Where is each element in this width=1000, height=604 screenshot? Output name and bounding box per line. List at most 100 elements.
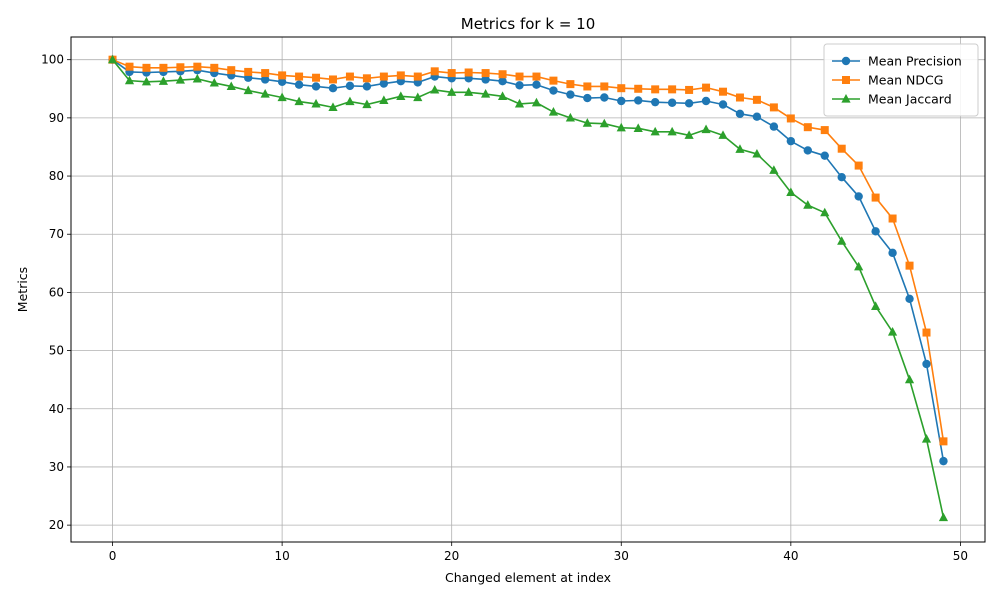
x-axis-title: Changed element at index xyxy=(445,570,611,585)
data-point-mean-jaccard xyxy=(277,92,287,102)
data-point-mean-ndcg xyxy=(566,80,575,89)
data-point-mean-jaccard xyxy=(531,97,542,107)
data-point-mean-jaccard xyxy=(820,207,830,217)
data-point-mean-jaccard xyxy=(887,326,898,336)
data-point-mean-ndcg xyxy=(430,67,439,76)
data-point-mean-ndcg xyxy=(312,73,321,82)
data-point-mean-precision xyxy=(803,146,812,155)
data-point-mean-precision xyxy=(311,82,321,91)
data-point-mean-jaccard xyxy=(209,77,219,87)
data-point-mean-jaccard xyxy=(294,96,304,106)
data-point-mean-ndcg xyxy=(702,83,711,92)
data-point-mean-ndcg xyxy=(210,63,219,72)
data-point-mean-precision xyxy=(260,75,270,84)
data-point-mean-ndcg xyxy=(888,214,897,223)
legend-label-mean-precision: Mean Precision xyxy=(868,54,962,69)
y-tick-label: 90 xyxy=(49,111,64,125)
data-point-mean-jaccard xyxy=(633,123,643,132)
data-point-mean-jaccard xyxy=(599,118,609,128)
data-point-mean-ndcg xyxy=(328,75,337,84)
data-point-mean-ndcg xyxy=(803,123,812,132)
data-point-mean-precision xyxy=(820,151,829,160)
data-point-mean-jaccard xyxy=(548,107,559,116)
data-point-mean-precision xyxy=(328,83,338,93)
y-tick-label: 40 xyxy=(49,402,64,416)
plot-frame xyxy=(70,36,986,543)
data-point-mean-jaccard xyxy=(667,126,677,136)
data-point-mean-ndcg xyxy=(820,126,829,135)
data-point-mean-precision xyxy=(939,456,948,466)
data-point-mean-ndcg xyxy=(769,103,778,112)
data-point-mean-ndcg xyxy=(227,66,236,75)
data-point-mean-jaccard xyxy=(565,112,575,122)
legend-marker-mean-precision xyxy=(841,56,851,66)
data-point-mean-jaccard xyxy=(904,374,915,384)
data-point-mean-jaccard xyxy=(430,84,440,94)
data-point-mean-ndcg xyxy=(651,85,660,94)
data-point-mean-ndcg xyxy=(634,84,643,93)
data-point-mean-jaccard xyxy=(718,130,728,139)
x-tick-label: 0 xyxy=(109,549,117,563)
y-axis-title: Metrics xyxy=(15,267,30,312)
y-tick-label: 70 xyxy=(49,227,64,241)
data-point-mean-precision xyxy=(718,100,728,109)
data-point-mean-ndcg xyxy=(583,82,592,91)
legend-box xyxy=(823,43,979,117)
data-point-mean-jaccard xyxy=(786,187,796,196)
data-point-mean-jaccard xyxy=(803,200,813,209)
data-point-mean-ndcg xyxy=(719,87,728,96)
data-point-mean-ndcg xyxy=(498,70,507,79)
data-point-mean-ndcg xyxy=(159,63,168,72)
data-point-mean-jaccard xyxy=(413,92,423,102)
data-point-mean-ndcg xyxy=(244,67,253,76)
data-point-mean-jaccard xyxy=(141,76,152,86)
data-point-mean-jaccard xyxy=(345,96,355,106)
data-point-mean-ndcg xyxy=(939,437,948,446)
data-point-mean-jaccard xyxy=(124,75,135,85)
legend-label-mean-jaccard: Mean Jaccard xyxy=(868,92,952,107)
y-tick-label: 30 xyxy=(49,460,64,474)
data-point-mean-ndcg xyxy=(837,144,846,153)
y-tick-label: 50 xyxy=(49,344,64,358)
data-point-mean-jaccard xyxy=(311,98,321,108)
x-tick-label: 50 xyxy=(953,549,968,563)
data-point-mean-precision xyxy=(498,77,507,86)
data-point-mean-ndcg xyxy=(345,72,354,81)
data-point-mean-precision xyxy=(786,136,796,146)
data-point-mean-jaccard xyxy=(158,76,169,85)
data-point-mean-ndcg xyxy=(396,71,405,80)
data-point-mean-jaccard xyxy=(464,87,474,96)
data-point-mean-ndcg xyxy=(532,72,541,81)
data-point-mean-jaccard xyxy=(514,98,525,108)
series-lines xyxy=(107,54,949,522)
data-point-mean-precision xyxy=(634,96,643,105)
data-point-mean-precision xyxy=(549,86,558,95)
data-point-mean-jaccard xyxy=(871,301,881,310)
data-point-mean-ndcg xyxy=(193,62,202,71)
series-mean-ndcg xyxy=(108,55,948,446)
data-point-mean-precision xyxy=(277,77,287,86)
data-point-mean-jaccard xyxy=(837,236,847,245)
data-point-mean-jaccard xyxy=(243,85,253,95)
data-point-mean-jaccard xyxy=(107,54,118,64)
y-tick-label: 80 xyxy=(49,169,64,183)
data-point-mean-precision xyxy=(854,192,863,201)
data-point-mean-ndcg xyxy=(871,193,880,202)
data-point-mean-precision xyxy=(362,82,372,91)
data-point-mean-jaccard xyxy=(769,165,779,174)
x-tick-label: 20 xyxy=(444,549,459,563)
data-point-mean-jaccard xyxy=(362,99,372,109)
data-point-mean-jaccard xyxy=(192,73,202,83)
x-tick-label: 40 xyxy=(783,549,798,563)
data-point-mean-jaccard xyxy=(447,87,457,96)
data-point-mean-precision xyxy=(837,173,846,182)
data-point-mean-precision xyxy=(701,96,711,106)
data-point-mean-precision xyxy=(515,81,524,90)
data-point-mean-jaccard xyxy=(684,130,694,139)
data-point-mean-ndcg xyxy=(786,114,795,123)
data-point-mean-ndcg xyxy=(125,62,134,71)
data-point-mean-precision xyxy=(481,75,490,84)
data-point-mean-ndcg xyxy=(379,72,388,81)
data-point-mean-precision xyxy=(294,80,304,89)
